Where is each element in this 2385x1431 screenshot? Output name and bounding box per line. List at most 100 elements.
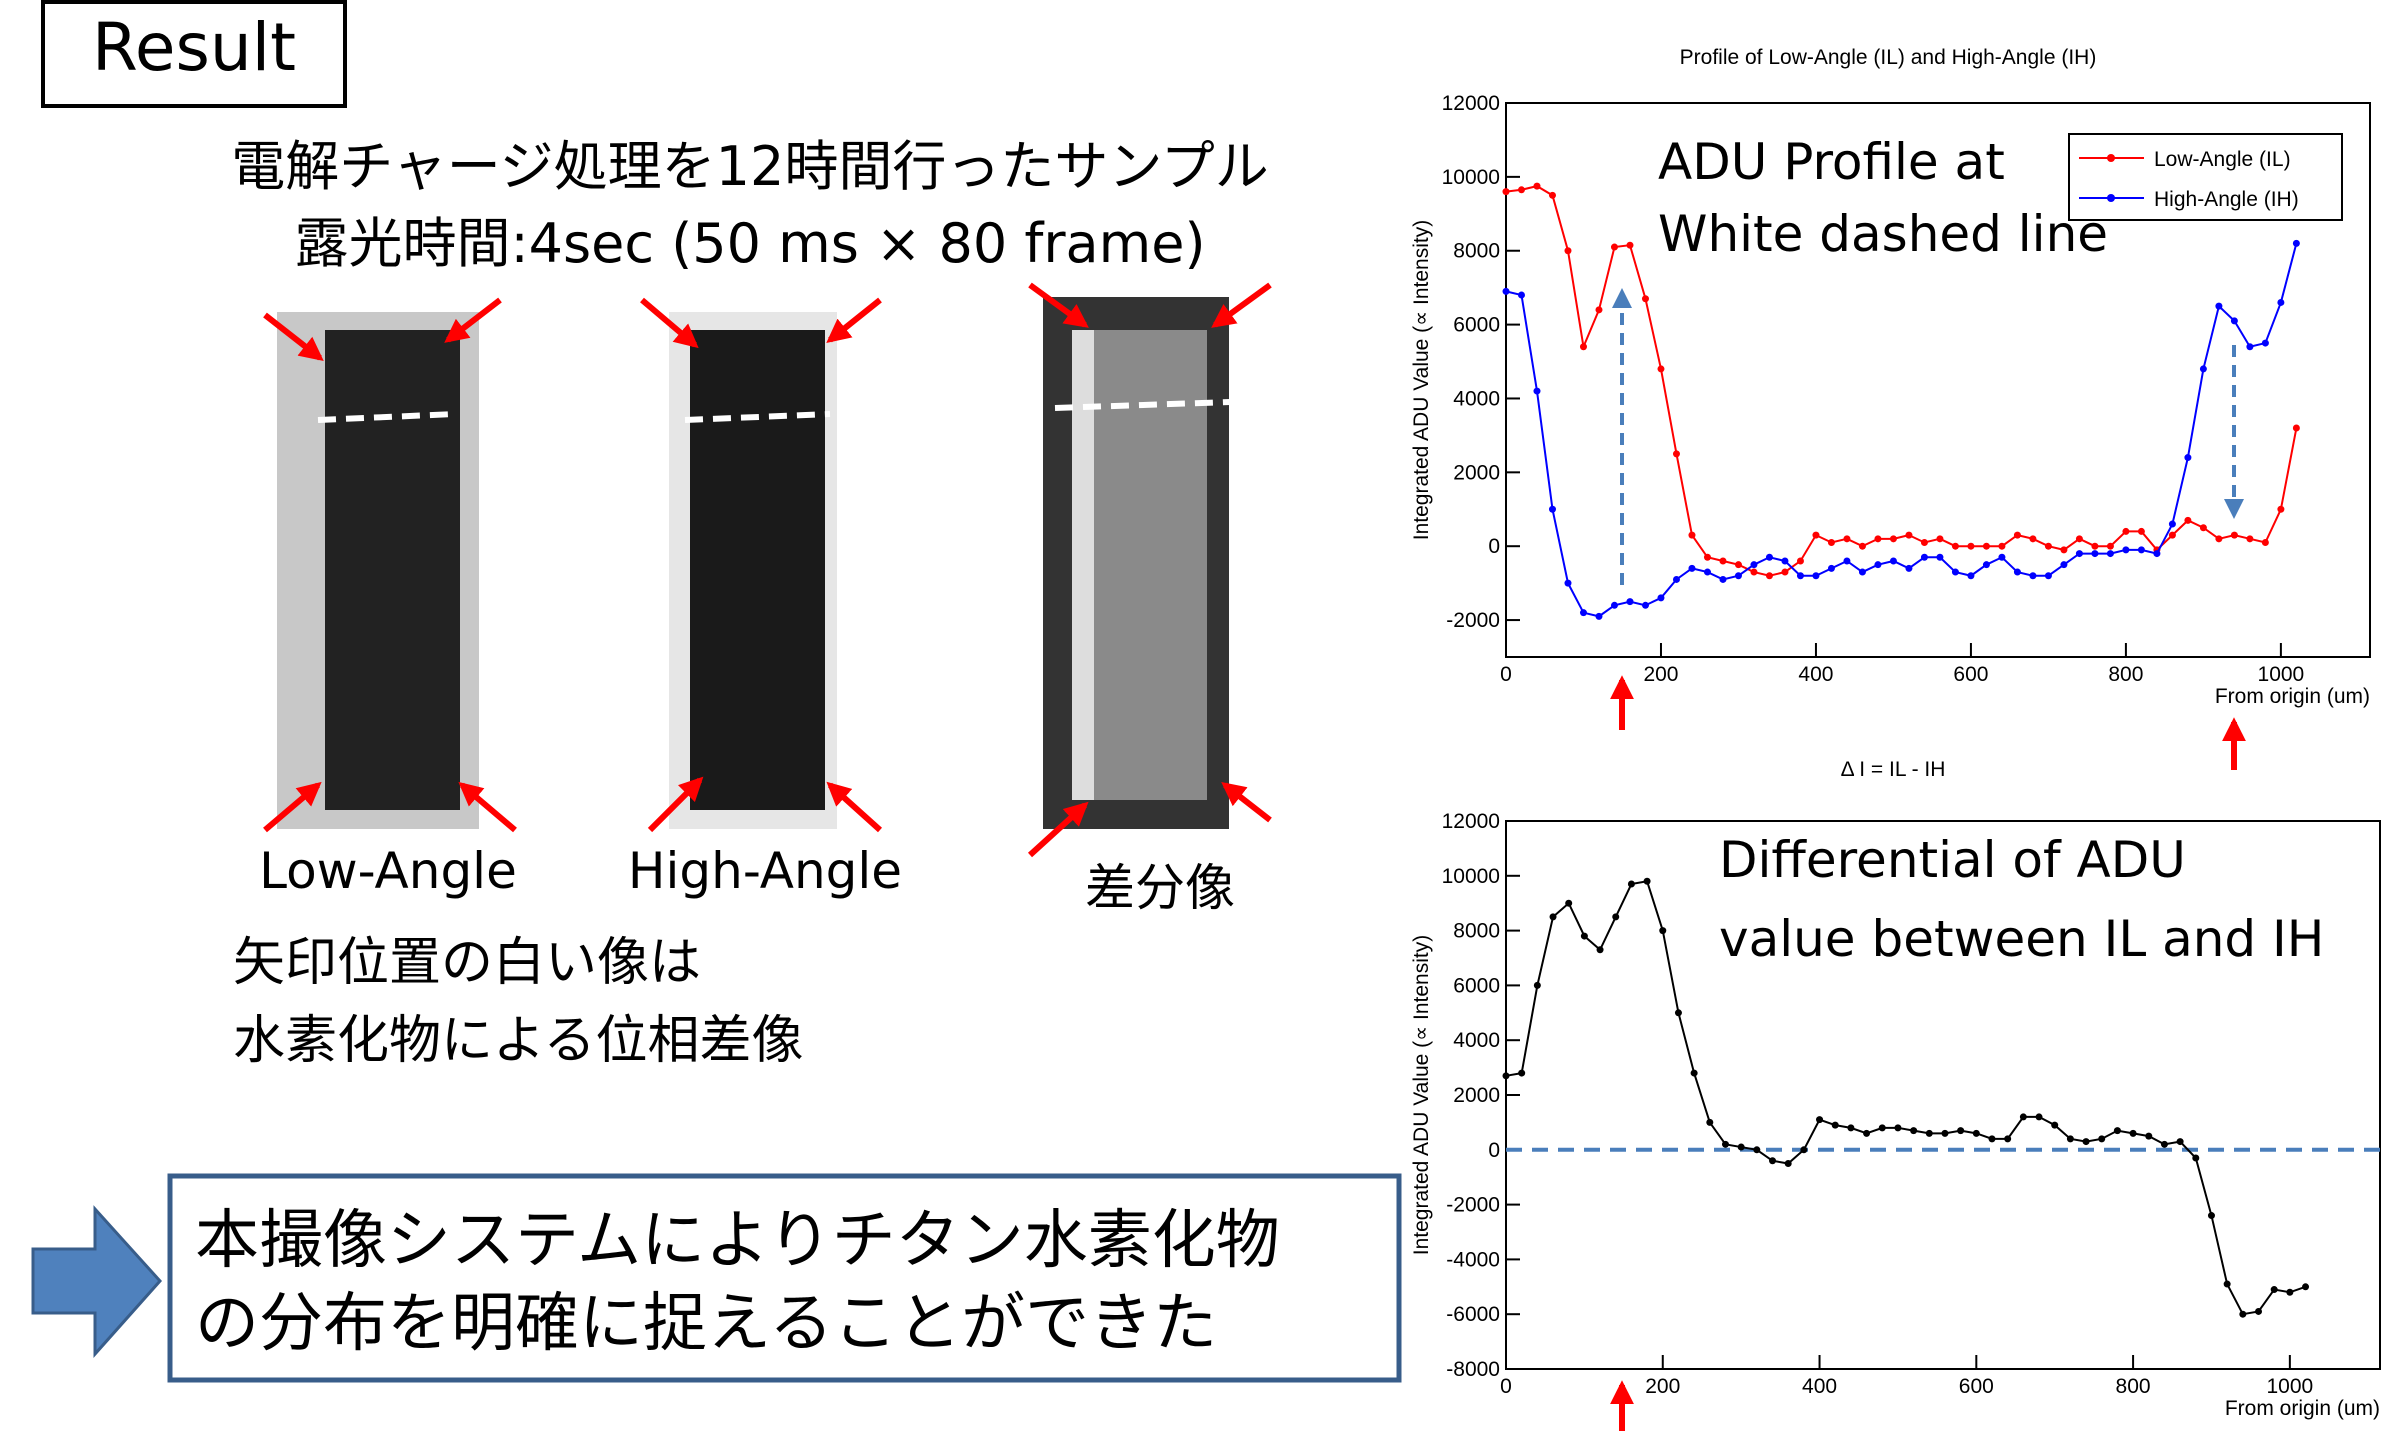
point <box>2107 543 2114 550</box>
point <box>1628 881 1635 888</box>
conclusion: の分布を明確に捉えることができた <box>195 1287 1217 1361</box>
x-tick-label: 400 <box>1798 663 1833 686</box>
plot-frame <box>1506 821 2380 1369</box>
point <box>2014 569 2021 576</box>
point <box>1657 594 1664 601</box>
point <box>1952 569 1959 576</box>
point <box>1503 288 1510 295</box>
point <box>2091 550 2098 557</box>
point <box>1642 602 1649 609</box>
y-tick-label: 12000 <box>1442 810 1500 833</box>
point <box>2215 303 2222 310</box>
point <box>1983 561 1990 568</box>
note: 水素化物による位相差像 <box>233 1011 803 1071</box>
point <box>2130 1130 2137 1137</box>
point <box>1533 183 1540 190</box>
point <box>1941 1130 1948 1137</box>
point <box>1998 554 2005 561</box>
y-axis-label: Integrated ADU Value (∝ Intensity) <box>1410 935 1433 1255</box>
point <box>2200 524 2207 531</box>
point <box>1549 192 1556 199</box>
point <box>2122 528 2129 535</box>
point <box>1675 1009 1682 1016</box>
point <box>2076 535 2083 542</box>
point <box>2200 365 2207 372</box>
x-tick-label: 600 <box>1959 1375 1994 1398</box>
point <box>1936 554 1943 561</box>
legend-marker <box>2107 154 2115 162</box>
point <box>1859 569 1866 576</box>
point <box>1905 532 1912 539</box>
point <box>1926 1130 1933 1137</box>
chart-title: Δ I = IL - IH <box>1841 758 1946 781</box>
legend-label: High-Angle (IH) <box>2154 188 2299 211</box>
point <box>1781 557 1788 564</box>
point <box>1688 565 1695 572</box>
point <box>1832 1122 1839 1129</box>
point <box>1735 561 1742 568</box>
point <box>2060 561 2067 568</box>
point <box>2277 299 2284 306</box>
point <box>1800 1146 1807 1153</box>
point <box>2286 1289 2293 1296</box>
point <box>1722 1141 1729 1148</box>
point <box>1580 343 1587 350</box>
point <box>1967 543 1974 550</box>
y-tick-label: -8000 <box>1446 1358 1500 1381</box>
point <box>1673 450 1680 457</box>
point <box>2029 535 2036 542</box>
point <box>1874 561 1881 568</box>
point <box>1967 572 1974 579</box>
legend-marker <box>2107 194 2115 202</box>
point <box>2224 1281 2231 1288</box>
point <box>2192 1155 2199 1162</box>
y-tick-label: 0 <box>1488 1139 1500 1162</box>
point <box>2246 343 2253 350</box>
point <box>1595 613 1602 620</box>
point <box>2020 1113 2027 1120</box>
point <box>2114 1127 2121 1134</box>
point <box>1704 554 1711 561</box>
point <box>2302 1283 2309 1290</box>
point <box>1565 900 1572 907</box>
x-tick-label: 0 <box>1500 663 1512 686</box>
annotation: Differential of ADU <box>1719 831 2186 889</box>
y-tick-label: 10000 <box>1442 865 1500 888</box>
position-arrows <box>1622 680 2234 1431</box>
heading: 露光時間:4sec (50 ms × 80 frame) <box>294 212 1205 275</box>
point <box>1626 242 1633 249</box>
arrow-icon <box>33 1209 160 1354</box>
point <box>1859 543 1866 550</box>
point <box>1785 1160 1792 1167</box>
x-tick-label: 200 <box>1643 663 1678 686</box>
point <box>1812 572 1819 579</box>
point <box>2145 1133 2152 1140</box>
point <box>1691 1070 1698 1077</box>
point <box>1812 532 1819 539</box>
point <box>1894 1124 1901 1131</box>
annotation: value between IL and IH <box>1719 910 2324 968</box>
point <box>1766 554 1773 561</box>
image-high <box>669 312 837 829</box>
point <box>1905 565 1912 572</box>
point <box>2045 572 2052 579</box>
y-tick-label: -2000 <box>1446 609 1500 632</box>
x-axis-label: From origin (um) <box>2215 685 2370 708</box>
point <box>2014 532 2021 539</box>
point <box>1988 1135 1995 1142</box>
point <box>1533 388 1540 395</box>
point <box>1847 1124 1854 1131</box>
page: Result 電解チャージ処理を12時間行ったサンプル 露光時間:4sec (5… <box>0 0 2385 1431</box>
series-line <box>1506 243 2296 616</box>
point <box>1879 1124 1886 1131</box>
point <box>1998 543 2005 550</box>
point <box>2060 546 2067 553</box>
point <box>1863 1130 1870 1137</box>
point <box>2122 546 2129 553</box>
point <box>1921 539 1928 546</box>
point <box>2208 1212 2215 1219</box>
image-label: Low-Angle <box>259 842 517 900</box>
chart-title: Profile of Low-Angle (IL) and High-Angle… <box>1680 46 2097 69</box>
point <box>1735 572 1742 579</box>
y-tick-label: 2000 <box>1453 461 1500 484</box>
